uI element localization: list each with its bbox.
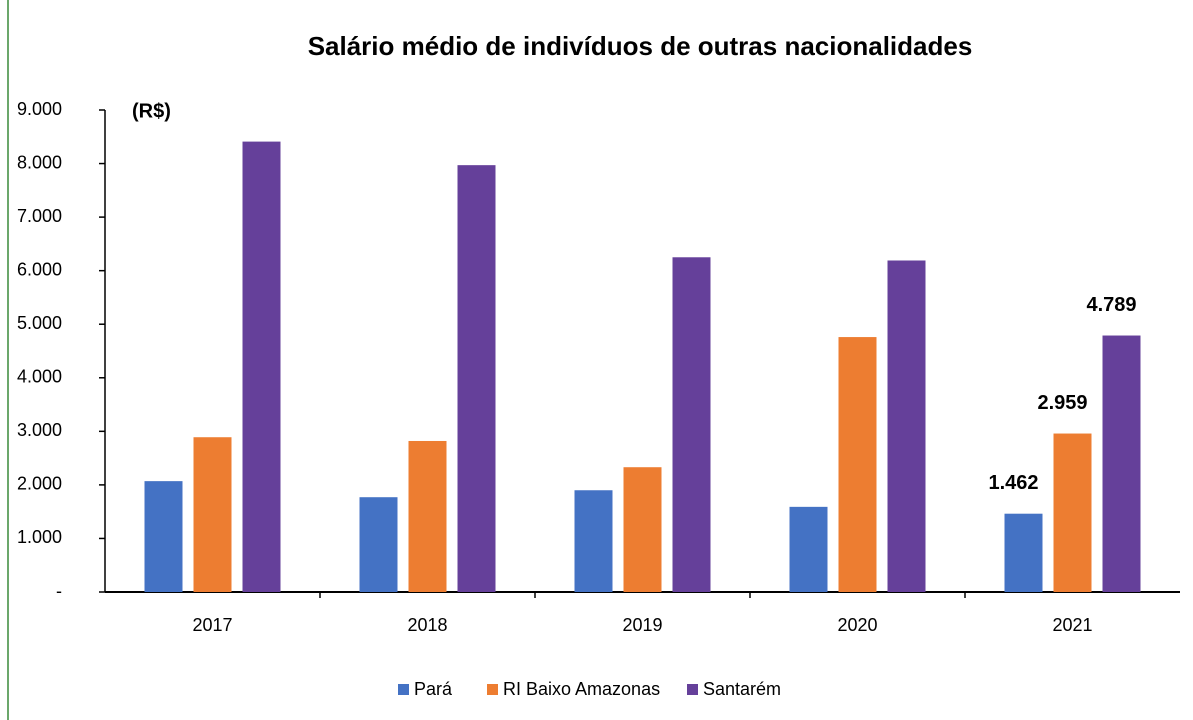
y-tick-label: 1.000 [17, 527, 62, 547]
data-label: 4.789 [1086, 294, 1136, 316]
bar [574, 490, 613, 592]
legend-label: Santarém [703, 679, 781, 699]
x-tick-label: 2021 [1052, 615, 1092, 635]
y-tick-label: 7.000 [17, 206, 62, 226]
y-tick-label: 3.000 [17, 420, 62, 440]
bar [193, 437, 232, 592]
y-tick-label: 4.000 [17, 367, 62, 387]
legend-swatch [487, 684, 498, 695]
x-tick-label: 2018 [407, 615, 447, 635]
data-label: 2.959 [1037, 392, 1087, 414]
bar [789, 506, 828, 592]
bar [887, 260, 926, 592]
y-tick-label: 2.000 [17, 474, 62, 494]
legend-swatch [687, 684, 698, 695]
legend-swatch [398, 684, 409, 695]
bar [457, 165, 496, 592]
legend-label: RI Baixo Amazonas [503, 679, 660, 699]
bar [1053, 433, 1092, 592]
data-label: 1.462 [988, 472, 1038, 494]
x-tick-label: 2019 [622, 615, 662, 635]
bar [408, 440, 447, 592]
y-axis-label: (R$) [132, 100, 171, 122]
chart-title: Salário médio de indivíduos de outras na… [308, 31, 973, 61]
y-tick-label: 9.000 [17, 99, 62, 119]
bar [242, 141, 281, 592]
bar [838, 337, 877, 592]
bar [1102, 335, 1141, 592]
bar [144, 481, 183, 592]
bar [623, 467, 662, 592]
x-tick-label: 2020 [837, 615, 877, 635]
y-tick-label: 8.000 [17, 152, 62, 172]
y-tick-label: - [56, 581, 62, 601]
bar [672, 257, 711, 592]
bar [1004, 513, 1043, 592]
legend-label: Pará [414, 679, 453, 699]
y-tick-label: 6.000 [17, 259, 62, 279]
y-tick-label: 5.000 [17, 313, 62, 333]
x-tick-label: 2017 [192, 615, 232, 635]
bar [359, 497, 398, 592]
